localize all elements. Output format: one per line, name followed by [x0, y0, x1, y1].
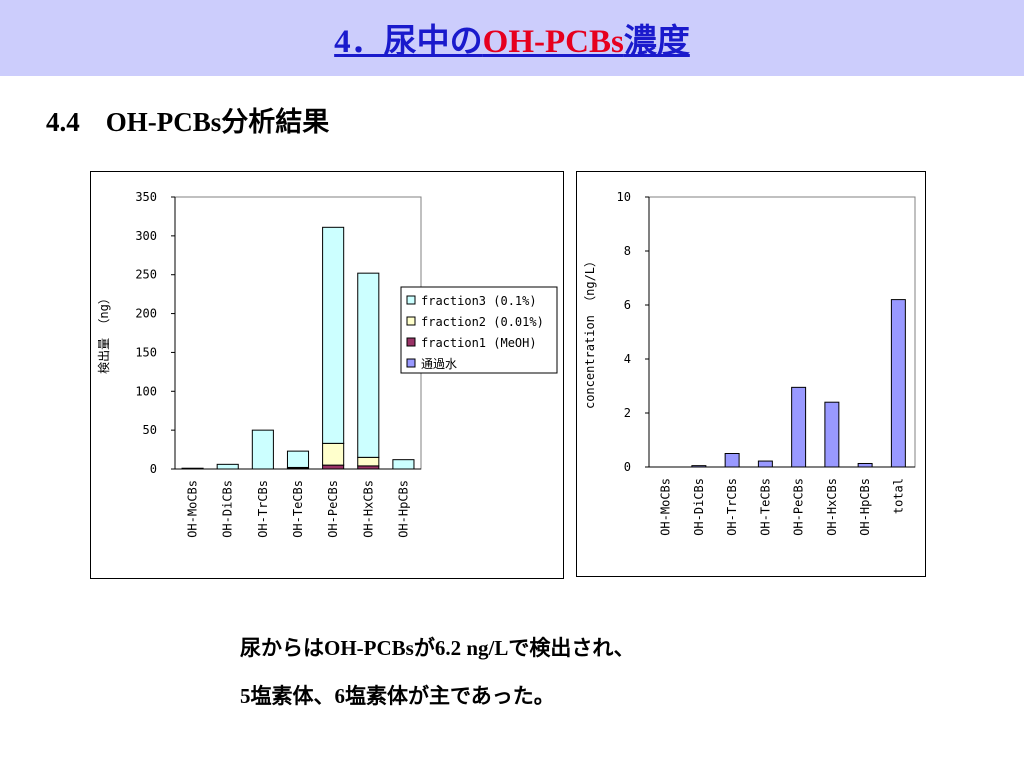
bar-segment: [357, 272, 380, 458]
x-tick-label: OH-HpCBs: [396, 480, 410, 538]
bar-segment: [322, 226, 345, 444]
title-suffix: 濃度: [623, 24, 690, 60]
title-prefix: 4．尿中の: [334, 24, 483, 60]
x-tick-label: OH-TeCBs: [291, 480, 305, 538]
section-title: OH-PCBs分析結果: [105, 107, 330, 137]
bar-segment: [757, 460, 773, 468]
bar-segment: [824, 401, 840, 468]
y-tick-label: 0: [624, 460, 631, 474]
legend-entry: fraction2 (0.01%): [421, 315, 544, 329]
bar-segment: [322, 464, 345, 470]
section-heading: 4.4 OH-PCBs分析結果: [46, 100, 329, 139]
x-tick-label: OH-TrCBs: [725, 478, 739, 536]
legend-entry: 通過水: [421, 357, 457, 371]
concentration-chart-panel: 0 2 4 6 8 10 OH-MoCBs OH-DiCBs OH-TrCBs OH-TeCBs O…: [576, 171, 926, 577]
header-bar: [0, 0, 1024, 76]
x-tick-label: OH-TeCBs: [758, 478, 772, 536]
legend-entry: fraction1 (MeOH): [421, 336, 537, 350]
caption-line-2: 5塩素体、6塩素体が主であった。: [240, 684, 555, 708]
x-tick-label: OH-HxCBs: [825, 478, 839, 536]
x-tick-label: OH-HxCBs: [361, 480, 375, 538]
y-axis-label: 検出量 （ng）: [97, 292, 111, 374]
bar-segment: [791, 386, 807, 468]
y-tick-label: 150: [135, 345, 157, 359]
x-tick-label: OH-PeCBs: [792, 478, 806, 536]
y-tick-label: 350: [135, 190, 157, 204]
y-tick-label: 6: [624, 298, 631, 312]
bar-segment: [691, 465, 707, 468]
x-tick-label: OH-HpCBs: [858, 478, 872, 536]
bar-segment: [251, 429, 274, 470]
x-tick-label: OH-DiCBs: [221, 480, 235, 538]
legend-entry: fraction3 (0.1%): [421, 294, 537, 308]
bar-segment: [357, 456, 380, 467]
caption-line-1: 尿からはOH-PCBsが6.2 ng/Lで検出され、: [240, 636, 635, 660]
title-accent: OH-PCBs: [482, 24, 624, 60]
legend-swatch: [406, 358, 416, 368]
legend-swatch: [406, 316, 416, 326]
bar-segment: [890, 299, 906, 468]
bar-segment: [286, 450, 310, 468]
x-tick-label: OH-PeCBs: [326, 480, 340, 538]
bar-segment: [181, 467, 204, 470]
x-tick-label: OH-MoCBs: [186, 480, 200, 538]
y-tick-label: 2: [624, 406, 631, 420]
bar-segment: [322, 442, 345, 466]
y-tick-label: 300: [135, 229, 157, 243]
y-axis-label: concentration （ng/L）: [583, 255, 597, 409]
stacked-bar-chart-panel: 0 50 100 150 200 250 300 350 OH-MoCBs OH-DiCBs OH-…: [90, 171, 564, 579]
bar-segment: [857, 462, 873, 468]
y-tick-label: 8: [624, 244, 631, 258]
page-title: 4．尿中のOH-PCBs濃度: [0, 14, 1024, 62]
y-tick-label: 10: [617, 190, 631, 204]
chart-legend: fraction3 (0.1%) fraction2 (0.01%) fractio…: [400, 286, 558, 374]
y-tick-label: 200: [135, 307, 157, 321]
x-tick-label: OH-TrCBs: [256, 480, 270, 538]
y-tick-label: 0: [150, 462, 157, 476]
legend-swatch: [406, 337, 416, 347]
concentration-bar-chart: 0 2 4 6 8 10 OH-MoCBs OH-DiCBs OH-TrCBs OH-TeCBs O…: [583, 190, 916, 536]
bar-segment: [724, 453, 740, 468]
x-tick-label: total: [891, 478, 905, 514]
plot-area: [648, 196, 916, 468]
bar-segment: [392, 459, 415, 470]
plot-area: [174, 196, 422, 470]
section-number: 4.4: [46, 107, 80, 137]
stacked-bar-chart: 0 50 100 150 200 250 300 350 OH-MoCBs OH-DiCBs OH-…: [97, 190, 558, 538]
legend-box: [400, 286, 558, 374]
y-tick-label: 100: [135, 384, 157, 398]
bar-segment: [216, 463, 239, 470]
legend-swatch: [406, 295, 416, 305]
x-tick-label: OH-DiCBs: [692, 478, 706, 536]
y-tick-label: 50: [143, 423, 157, 437]
x-tick-label: OH-MoCBs: [659, 478, 673, 536]
y-tick-label: 4: [624, 352, 631, 366]
y-tick-label: 250: [135, 268, 157, 282]
